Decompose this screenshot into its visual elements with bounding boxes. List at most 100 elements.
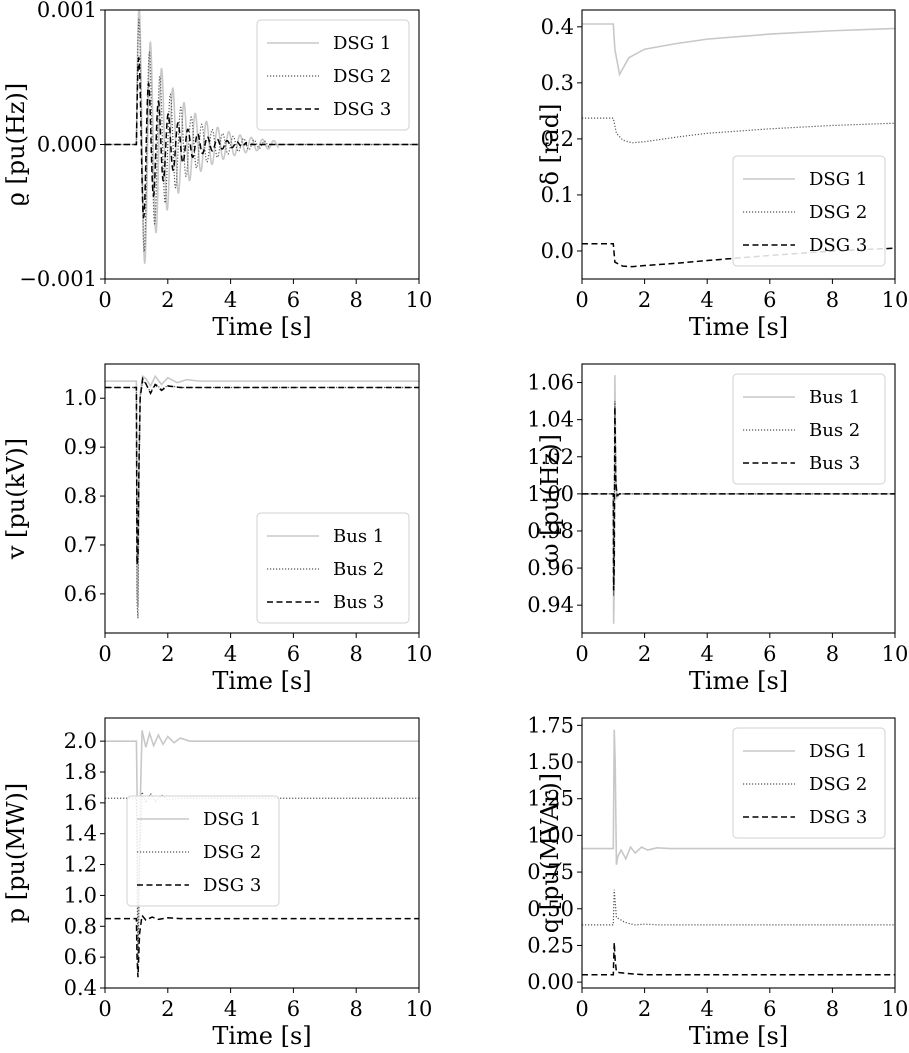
- x-axis-label: Time [s]: [212, 1022, 311, 1050]
- chart-panel-4: 0 2 4 6 8 10 0.94 0.96 0.98 1.00 1.02 1.04 1.06 Time …: [527, 363, 909, 695]
- legend-label: DSG 3: [333, 99, 391, 120]
- y-tick-label: 0.1: [541, 183, 574, 207]
- x-axis-label: Time [s]: [212, 313, 311, 341]
- legend: DSG 1 DSG 2 DSG 3: [732, 727, 886, 839]
- y-tick-label: 1.25: [527, 787, 574, 811]
- y-tick-label: 0.25: [527, 933, 574, 957]
- y-tick-label: 1.02: [527, 445, 574, 469]
- x-tick-label: 10: [882, 642, 909, 666]
- y-tick-label: 1.8: [64, 760, 97, 784]
- x-tick-label: 8: [826, 642, 839, 666]
- y-axis-label: ω [pu(Hz)]: [536, 434, 564, 563]
- x-tick-label: 0: [575, 642, 588, 666]
- legend-box: [126, 795, 280, 907]
- y-axis-label: δ [rad]: [536, 104, 564, 186]
- legend: Bus 1 Bus 2 Bus 3: [256, 512, 410, 624]
- legend-label: DSG 1: [809, 741, 867, 762]
- x-tick-label: 2: [161, 288, 174, 312]
- series-line-dsg-2: [582, 889, 895, 926]
- y-axis-label: ϱ [pu(Hz)]: [2, 83, 30, 207]
- x-tick-label: 2: [638, 288, 651, 312]
- x-axis-label: Time [s]: [689, 313, 788, 341]
- legend-label: DSG 3: [809, 807, 867, 828]
- y-tick-label: −0.001: [19, 267, 97, 291]
- series-line-bus-2: [105, 380, 419, 619]
- y-tick-label: 1.0: [64, 386, 97, 410]
- y-axis-label: v [pu(kV)]: [2, 438, 30, 560]
- plot-frame: [104, 717, 420, 989]
- series-line-bus-3: [582, 406, 895, 591]
- series-line-dsg-2: [582, 117, 895, 144]
- x-tick-label: 6: [287, 288, 300, 312]
- y-tick-label: 0.3: [541, 71, 574, 95]
- x-tick-label: 6: [763, 642, 776, 666]
- y-tick-label: 0.00: [527, 970, 574, 994]
- series-line-dsg-3: [582, 942, 895, 976]
- y-tick-label: 0.96: [527, 556, 574, 580]
- legend-label: DSG 1: [203, 809, 261, 830]
- y-tick-label: 1.75: [527, 713, 574, 737]
- y-tick-label: 0.7: [64, 533, 97, 557]
- y-tick-label: 0.000: [37, 133, 97, 157]
- y-tick-label: 0.4: [541, 15, 574, 39]
- series-line-dsg-3: [105, 56, 419, 219]
- y-tick-label: 0.94: [527, 593, 574, 617]
- y-tick-label: 1.00: [527, 823, 574, 847]
- x-tick-label: 8: [350, 288, 363, 312]
- series-line-dsg-3: [105, 913, 419, 978]
- legend-label: DSG 1: [809, 169, 867, 190]
- x-tick-label: 2: [638, 997, 651, 1021]
- y-tick-label: 0.6: [64, 945, 97, 969]
- x-tick-label: 6: [763, 288, 776, 312]
- x-tick-label: 4: [224, 288, 237, 312]
- y-tick-label: 0.75: [527, 860, 574, 884]
- series-line-bus-2: [582, 401, 895, 596]
- x-tick-label: 0: [98, 288, 111, 312]
- series-line-bus-3: [105, 376, 419, 565]
- x-tick-label: 2: [161, 642, 174, 666]
- legend-box: [256, 19, 410, 131]
- x-tick-label: 4: [701, 288, 714, 312]
- x-tick-label: 2: [638, 642, 651, 666]
- legend-label: DSG 3: [203, 875, 261, 896]
- x-tick-label: 10: [406, 288, 433, 312]
- x-tick-label: 8: [826, 288, 839, 312]
- y-axis-label: p [pu(MW)]: [2, 783, 30, 924]
- chart-panel-2: 0 2 4 6 8 10 0.0 0.1 0.2 0.3 0.4 Time [s] δ [rad] DSG…: [536, 9, 909, 341]
- plot-frame: [581, 9, 896, 280]
- x-tick-label: 10: [882, 288, 909, 312]
- legend: DSG 1 DSG 2 DSG 3: [126, 795, 280, 907]
- y-tick-label: 0.001: [37, 0, 97, 22]
- legend-label: DSG 2: [203, 842, 261, 863]
- x-tick-label: 10: [406, 997, 433, 1021]
- y-tick-label: 1.6: [64, 791, 97, 815]
- chart-panel-3: 0 2 4 6 8 10 0.6 0.7 0.8 0.9 1.0 Time [s] v [pu(kV)]…: [2, 363, 433, 695]
- legend: DSG 1 DSG 2 DSG 3: [256, 19, 410, 131]
- legend-label: DSG 2: [333, 66, 391, 87]
- legend-box: [732, 373, 886, 485]
- legend: Bus 1 Bus 2 Bus 3: [732, 373, 886, 485]
- legend: DSG 1 DSG 2 DSG 3: [732, 155, 886, 267]
- x-tick-label: 10: [406, 642, 433, 666]
- x-tick-label: 6: [287, 642, 300, 666]
- chart-panel-1: 0 2 4 6 8 10 −0.001 0.000 0.001 Time [s] ϱ [pu(Hz)…: [2, 0, 432, 341]
- legend-label: DSG 1: [333, 33, 391, 54]
- x-tick-label: 8: [350, 997, 363, 1021]
- legend-label: DSG 3: [809, 235, 867, 256]
- x-tick-label: 8: [350, 642, 363, 666]
- x-tick-label: 4: [701, 642, 714, 666]
- y-tick-label: 2.0: [64, 729, 97, 753]
- x-axis-label: Time [s]: [689, 1022, 788, 1050]
- y-tick-label: 1.04: [527, 408, 574, 432]
- plot-frame: [581, 717, 896, 989]
- y-tick-label: 0.8: [64, 914, 97, 938]
- y-axis-label: q [pu(MVAr)]: [536, 773, 564, 933]
- y-tick-label: 1.50: [527, 750, 574, 774]
- y-tick-label: 1.4: [64, 822, 97, 846]
- legend-label: Bus 3: [333, 592, 384, 613]
- chart-panel-6: 0 2 4 6 8 10 0.00 0.25 0.50 0.75 1.00 1.25 1.50 1.75 T…: [527, 713, 908, 1050]
- x-axis-label: Time [s]: [689, 667, 788, 695]
- y-tick-label: 0.98: [527, 519, 574, 543]
- x-axis-label: Time [s]: [212, 667, 311, 695]
